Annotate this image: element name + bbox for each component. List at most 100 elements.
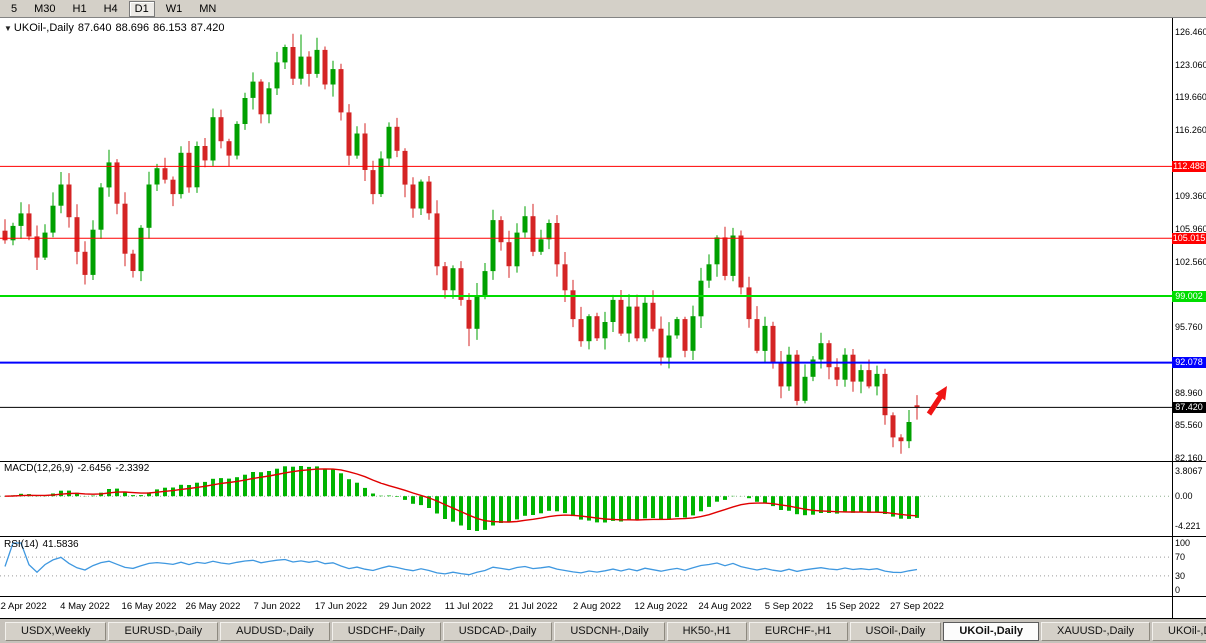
candle-down — [594, 312, 600, 341]
candle-up — [418, 179, 424, 215]
price-tick: 85.560 — [1175, 420, 1203, 431]
candle-down — [258, 79, 264, 124]
price-tag-92.078: 92.078 — [1172, 357, 1206, 369]
chart-open-value: 87.640 — [77, 22, 112, 34]
candle-down — [722, 226, 728, 281]
candle-up — [314, 37, 320, 78]
candle-down — [458, 261, 464, 306]
candle-up — [698, 267, 704, 328]
price-tick: 95.760 — [1175, 322, 1203, 333]
candle-up — [674, 316, 680, 339]
candle-down — [218, 109, 224, 149]
candle-down — [362, 123, 368, 181]
candle-down — [290, 33, 296, 85]
candle-up — [602, 311, 608, 350]
candle-down — [26, 204, 32, 241]
chart-close-value: 87.420 — [190, 22, 225, 34]
candle-down — [338, 63, 344, 121]
tab-usoil-daily[interactable]: USOil-,Daily — [849, 621, 942, 641]
tab-usdchf-daily[interactable]: USDCHF-,Daily — [331, 621, 441, 641]
candle-down — [826, 340, 832, 380]
tab-usdcnh-daily[interactable]: USDCNH-,Daily — [554, 621, 665, 641]
candle-up — [730, 227, 736, 282]
candle-up — [586, 314, 592, 350]
candle-down — [442, 262, 448, 299]
timeframe-button-m30[interactable]: M30 — [34, 2, 56, 15]
macd-scale-min: -4.221 — [1175, 521, 1201, 531]
macd-signal-line — [4, 468, 918, 523]
candle-up — [690, 305, 696, 360]
tab-eurchf-h1[interactable]: EURCHF-,H1 — [748, 621, 848, 641]
candle-up — [330, 60, 336, 97]
candle-up — [138, 225, 144, 282]
price-tick: 116.260 — [1175, 125, 1206, 136]
candle-down — [162, 157, 168, 184]
price-tick: 119.660 — [1175, 92, 1206, 103]
candle-up — [858, 364, 864, 394]
tab-usdcad-daily[interactable]: USDCAD-,Daily — [442, 621, 553, 641]
candle-down — [882, 368, 888, 425]
candle-up — [490, 209, 496, 280]
tab-ukoil-da[interactable]: UKOil-,Da — [1152, 621, 1206, 641]
price-axis: 112.488 105.015 99.002 92.078 87.420 126.460 1… — [1172, 0, 1206, 643]
candle-up — [762, 316, 768, 364]
candle-up — [242, 92, 248, 130]
tab-xauusd-daily[interactable]: XAUUSD-,Daily — [1041, 621, 1151, 641]
tab-ukoil-daily[interactable]: UKOil-,Daily — [943, 621, 1039, 641]
chart-symbol-period: UKOil-,Daily — [13, 22, 74, 34]
timeframe-button-w1[interactable]: W1 — [165, 2, 183, 15]
timeframe-button-mn[interactable]: MN — [199, 2, 217, 15]
candle-up — [50, 192, 56, 238]
candle-down — [498, 216, 504, 251]
candle-down — [66, 173, 72, 228]
price-tick: 126.460 — [1175, 27, 1206, 37]
candle-up — [386, 122, 392, 167]
rsi-scale-30: 30 — [1175, 570, 1186, 581]
timeframe-button-h4[interactable]: H4 — [103, 2, 118, 15]
tab-eurusd-daily[interactable]: EURUSD-,Daily — [108, 621, 219, 641]
candle-down — [426, 176, 432, 220]
candle-up — [234, 121, 240, 160]
tab-hk50-h1[interactable]: HK50-,H1 — [666, 621, 747, 641]
candle-down — [746, 276, 752, 328]
candle-up — [298, 34, 304, 85]
candle-up — [210, 108, 216, 167]
chart-shift-icon: ▼ — [4, 24, 12, 33]
tab-usdx-weekly[interactable]: USDX,Weekly — [5, 621, 107, 641]
candle-up — [610, 294, 616, 332]
rsi-line — [4, 542, 918, 576]
candle-down — [2, 219, 8, 244]
candle-down — [562, 252, 568, 302]
candle-down — [898, 434, 904, 454]
candle-up — [146, 171, 152, 239]
candle-down — [122, 192, 128, 267]
candle-up — [786, 346, 792, 391]
candle-up — [842, 348, 848, 387]
candle-up — [58, 172, 64, 214]
candle-down — [82, 241, 88, 285]
chart-ohlc-header: ▼ UKOil-,Daily 87.640 88.696 86.153 87.420 — [4, 22, 228, 34]
candle-up — [538, 229, 544, 255]
candle-up — [482, 263, 488, 300]
timeframe-button-d1[interactable]: D1 — [128, 0, 155, 17]
candle-down — [410, 177, 416, 218]
candle-down — [114, 159, 120, 215]
candle-down — [306, 51, 312, 87]
timeframe-button-5[interactable]: 5 — [11, 2, 18, 15]
candle-up — [274, 51, 280, 95]
candle-up — [802, 364, 808, 404]
candle-up — [282, 44, 288, 69]
tab-audusd-daily[interactable]: AUDUSD-,Daily — [220, 621, 330, 641]
candle-down — [34, 225, 40, 270]
candle-up — [642, 297, 648, 342]
candle-up — [154, 163, 160, 191]
candle-up — [906, 410, 912, 449]
candle-up — [666, 322, 672, 369]
candle-up — [106, 149, 112, 197]
price-tick: 82.160 — [1175, 452, 1203, 463]
buy-signal-arrow[interactable] — [926, 386, 947, 416]
timeframe-button-h1[interactable]: H1 — [72, 2, 87, 15]
rsi-indicator-label: RSI(14) 41.5836 — [4, 539, 83, 550]
